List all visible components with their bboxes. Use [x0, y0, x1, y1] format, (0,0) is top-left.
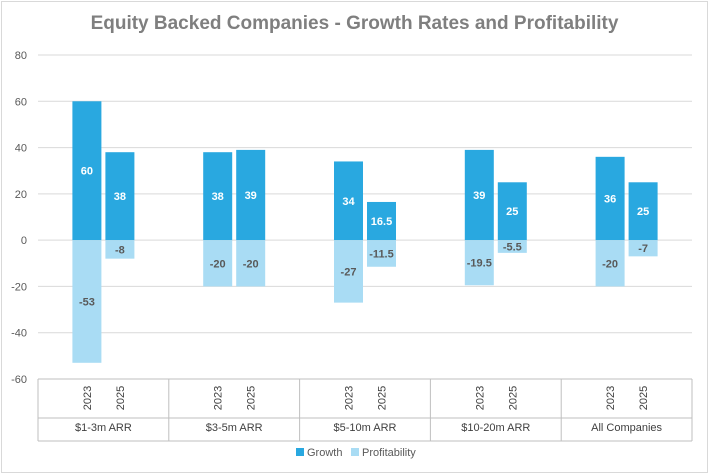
y-tick-label: -60 [11, 374, 27, 386]
x-tick-label-year: 2025 [115, 386, 127, 410]
bar-profitability [72, 240, 102, 363]
data-label-growth: 34 [342, 196, 355, 208]
bar-growth [72, 101, 102, 241]
bar-growth [203, 152, 233, 241]
bar-profitability [464, 240, 494, 286]
data-label-profitability: -27 [341, 266, 357, 278]
data-label-profitability: -20 [210, 258, 226, 270]
bar-profitability [105, 240, 135, 259]
data-label-growth: 25 [637, 206, 649, 218]
y-tick-label: 0 [21, 235, 27, 247]
x-tick-label-year: 2023 [605, 386, 617, 410]
data-label-growth: 38 [212, 191, 224, 203]
x-tick-label-year: 2023 [213, 386, 225, 410]
x-tick-label-year: 2023 [344, 386, 356, 410]
legend-label-profitability: Profitability [362, 447, 416, 459]
chart-title: Equity Backed Companies - Growth Rates a… [90, 13, 619, 34]
bar-profitability [203, 240, 233, 287]
data-label-growth: 16.5 [371, 216, 392, 228]
bar-profitability [236, 240, 266, 287]
data-label-profitability: -19.5 [467, 258, 492, 270]
x-tick-label-year: 2025 [377, 386, 389, 410]
data-label-profitability: -53 [79, 296, 95, 308]
bar-growth [464, 149, 494, 241]
data-label-profitability: -20 [243, 258, 259, 270]
data-label-growth: 60 [81, 166, 93, 178]
y-tick-label: 20 [15, 189, 27, 201]
x-group-label: $10-20m ARR [461, 422, 530, 434]
data-label-growth: 25 [506, 206, 518, 218]
data-label-profitability: -11.5 [369, 248, 393, 260]
bar-growth [497, 182, 527, 241]
x-tick-label-year: 2025 [507, 386, 519, 410]
x-tick-label-year: 2023 [474, 386, 486, 410]
bar-growth [595, 156, 625, 241]
bar-growth [105, 152, 135, 241]
bar-profitability [334, 240, 363, 303]
y-tick-label: -20 [11, 281, 27, 293]
bar-profitability [628, 240, 658, 257]
bar-profitability [497, 240, 527, 253]
y-tick-label: -40 [11, 328, 27, 340]
x-group-label: $1-3m ARR [75, 422, 132, 434]
x-group-label: All Companies [591, 422, 662, 434]
legend-swatch-growth [296, 448, 304, 456]
data-label-profitability: -20 [602, 258, 618, 270]
data-label-growth: 39 [473, 190, 485, 202]
bar-growth [628, 182, 658, 241]
x-tick-label-year: 2025 [638, 386, 650, 410]
bar-profitability [367, 240, 396, 267]
x-group-label: $5-10m ARR [334, 422, 397, 434]
bar-profitability [595, 240, 625, 287]
x-group-label: $3-5m ARR [206, 422, 263, 434]
x-tick-label-year: 2025 [246, 386, 258, 410]
bar-growth [236, 149, 266, 241]
bar-growth [367, 201, 396, 241]
data-label-profitability: -7 [638, 243, 648, 255]
data-label-growth: 36 [604, 193, 616, 205]
y-tick-label: 80 [15, 50, 27, 62]
data-label-growth: 39 [245, 190, 257, 202]
y-tick-label: 60 [15, 96, 27, 108]
legend-swatch-profitability [351, 448, 359, 456]
data-label-growth: 38 [114, 191, 126, 203]
legend-label-growth: Growth [307, 447, 342, 459]
y-tick-label: 40 [15, 143, 27, 155]
bar-growth [334, 161, 363, 241]
x-tick-label-year: 2023 [82, 386, 94, 410]
data-label-profitability: -8 [115, 244, 125, 256]
data-label-profitability: -5.5 [503, 242, 522, 254]
